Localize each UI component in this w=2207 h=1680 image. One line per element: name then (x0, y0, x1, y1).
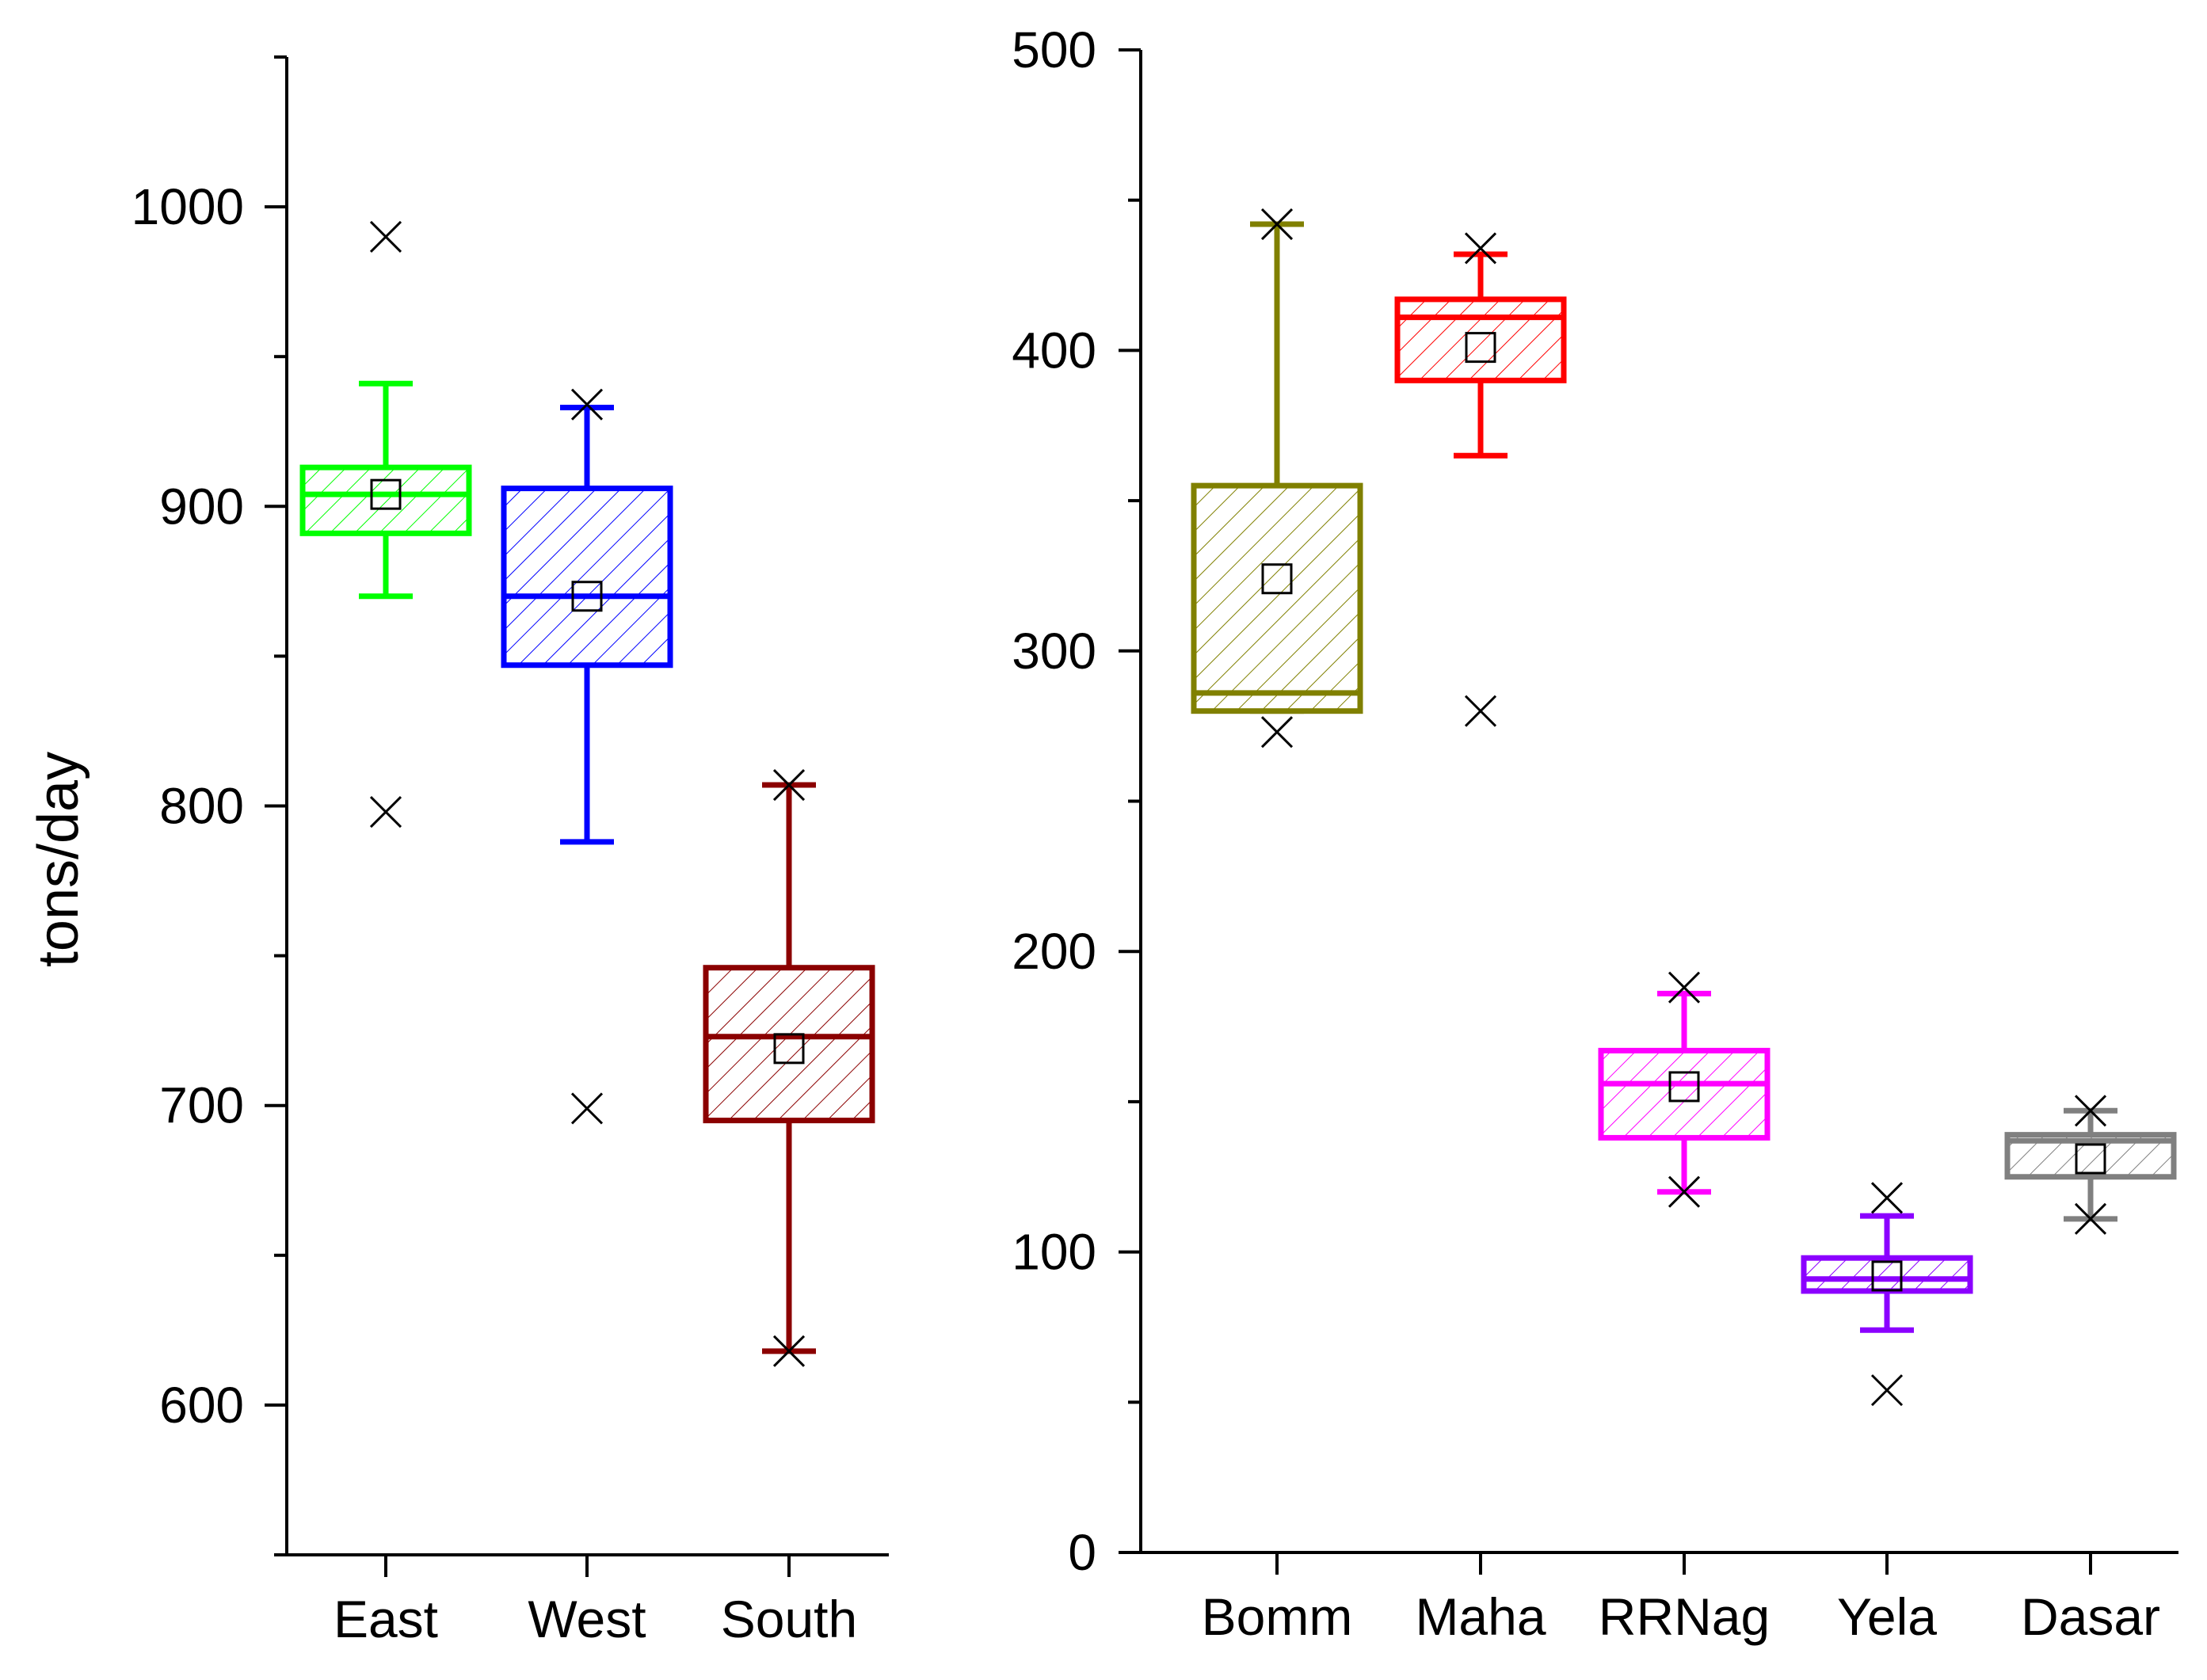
y-tick-label: 0 (1068, 1524, 1096, 1581)
y-tick-label: 200 (1012, 923, 1096, 980)
iqr-box (1394, 296, 1567, 383)
y-tick-label: 600 (159, 1377, 244, 1434)
box-south (703, 768, 875, 1367)
x-tick-label: West (528, 1590, 646, 1648)
outlier-marker (1870, 1182, 1904, 1214)
iqr-box (1598, 1047, 1771, 1141)
outlier-marker (1260, 208, 1294, 241)
mean-marker (1465, 332, 1496, 364)
outlier-marker (2074, 1095, 2107, 1127)
box-rrnag (1598, 971, 1771, 1208)
outlier-marker (1464, 232, 1497, 265)
y-tick-label: 400 (1012, 322, 1096, 379)
box-yela (1801, 1182, 1973, 1407)
iqr-box (1191, 482, 1363, 714)
outlier-marker (1668, 971, 1701, 1004)
mean-marker (2075, 1143, 2106, 1175)
mean-marker (1871, 1260, 1903, 1292)
iqr-box (703, 965, 875, 1124)
right-boxplot-panel: 0 100 200 300 400 500 Bomm Maha RRNag Yela Dasar (1012, 21, 2178, 1646)
outlier-marker (570, 388, 604, 421)
outlier-marker (369, 796, 402, 829)
mean-marker (571, 581, 603, 612)
outlier-marker (1260, 716, 1294, 749)
y-tick-label: 700 (159, 1077, 244, 1134)
y-tick-label: 500 (1012, 21, 1096, 78)
outlier-marker (570, 1092, 604, 1125)
outlier-marker (1870, 1374, 1904, 1407)
y-tick-label: 1000 (132, 178, 244, 235)
outlier-marker (2074, 1202, 2107, 1235)
mean-marker (1668, 1071, 1700, 1103)
box-bomm (1191, 208, 1363, 749)
x-tick-label: Bomm (1202, 1587, 1353, 1646)
box-maha (1394, 232, 1567, 727)
x-tick-label: Yela (1837, 1587, 1937, 1646)
outlier-marker (1464, 695, 1497, 727)
mean-marker (1261, 563, 1293, 595)
x-tick-label: South (721, 1590, 857, 1648)
outlier-marker (1668, 1175, 1701, 1208)
iqr-box (501, 486, 673, 669)
iqr-box (299, 464, 472, 536)
x-tick-label: Dasar (2021, 1587, 2160, 1646)
outlier-marker (369, 220, 402, 253)
mean-marker (773, 1033, 805, 1065)
y-tick-label: 800 (159, 778, 244, 835)
x-tick-label: Maha (1415, 1587, 1546, 1646)
box-east (299, 220, 472, 829)
left-boxplot-panel: 600 700 800 900 1000 tons/day East West South (27, 55, 889, 1648)
outlier-marker (772, 768, 806, 802)
box-west (501, 388, 673, 1125)
y-tick-label: 100 (1012, 1224, 1096, 1281)
outlier-marker (772, 1335, 806, 1367)
y-tick-label: 300 (1012, 623, 1096, 680)
box-dasar (2004, 1095, 2177, 1235)
y-tick-label: 900 (159, 478, 244, 535)
x-tick-label: RRNag (1599, 1587, 1770, 1646)
x-tick-label: East (334, 1590, 438, 1648)
mean-marker (370, 478, 402, 510)
y-axis-title: tons/day (27, 752, 90, 967)
